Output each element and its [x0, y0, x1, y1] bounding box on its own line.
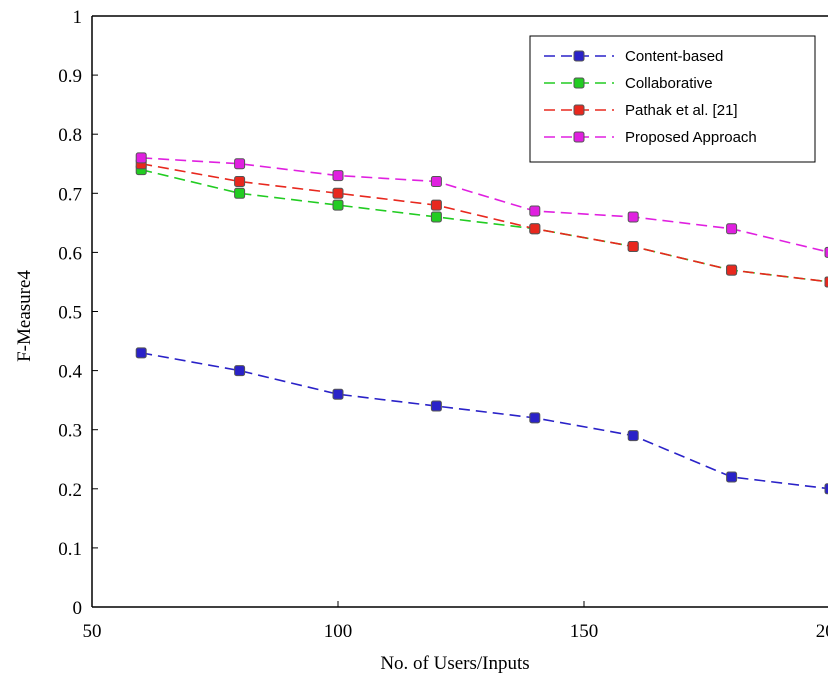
x-tick-label: 50: [83, 621, 102, 642]
y-tick-label: 1: [73, 7, 83, 28]
series-1: [135, 347, 828, 495]
data-point: [726, 471, 738, 483]
y-tick-label: 0.4: [58, 362, 82, 383]
x-tick-label: 150: [570, 621, 599, 642]
series-4: [135, 152, 828, 258]
y-tick-label: 0.3: [58, 421, 82, 442]
data-point: [529, 205, 541, 217]
x-tick-label: 200: [816, 621, 828, 642]
data-point: [332, 187, 344, 199]
legend: Content-based Collaborative Pathak et al. …: [529, 35, 816, 163]
y-tick-label: 0.9: [58, 66, 82, 87]
legend-entry: Collaborative: [544, 75, 713, 92]
series-line: [141, 352, 828, 490]
data-point: [627, 211, 639, 223]
y-tick-label: 0.5: [58, 303, 82, 324]
data-point: [529, 412, 541, 424]
data-point: [135, 152, 147, 164]
legend-marker: [573, 77, 585, 89]
data-point: [529, 223, 541, 235]
data-point: [726, 264, 738, 276]
data-point: [430, 175, 442, 187]
data-point: [234, 175, 246, 187]
axis-ticks: 00.10.20.30.40.50.60.70.80.9150100150200: [58, 7, 828, 642]
y-tick-label: 0.1: [58, 539, 82, 560]
legend-label: Proposed Approach: [625, 129, 757, 146]
data-point: [234, 187, 246, 199]
data-point: [332, 170, 344, 182]
legend-label: Collaborative: [625, 75, 713, 92]
legend-entry: Proposed Approach: [544, 129, 757, 146]
data-point: [234, 365, 246, 377]
x-tick-label: 100: [324, 621, 353, 642]
data-point: [234, 158, 246, 170]
series-line: [141, 162, 828, 283]
data-point: [726, 223, 738, 235]
legend-label: Content-based: [625, 48, 723, 65]
data-point: [135, 347, 147, 359]
legend-entry: Content-based: [544, 48, 723, 65]
data-point: [627, 430, 639, 442]
data-point: [430, 400, 442, 412]
data-point: [332, 388, 344, 400]
legend-marker: [573, 50, 585, 62]
data-point: [824, 246, 828, 258]
legend-label: Pathak et al. [21]: [625, 102, 738, 119]
series-3: [135, 158, 828, 288]
legend-marker: [573, 104, 585, 116]
y-tick-label: 0.8: [58, 125, 82, 146]
series-line: [141, 157, 828, 253]
series-layer: [135, 152, 828, 495]
data-point: [430, 199, 442, 211]
y-tick-label: 0.2: [58, 480, 82, 501]
data-point: [824, 276, 828, 288]
legend-marker: [573, 131, 585, 143]
x-axis-title: No. of Users/Inputs: [380, 653, 529, 674]
data-point: [332, 199, 344, 211]
y-tick-label: 0.6: [58, 243, 82, 264]
y-tick-label: 0: [73, 598, 83, 619]
y-axis-title: F-Measure4: [14, 270, 35, 362]
data-point: [430, 211, 442, 223]
y-tick-label: 0.7: [58, 184, 82, 205]
legend-entry: Pathak et al. [21]: [544, 102, 738, 119]
data-point: [627, 240, 639, 252]
data-point: [824, 483, 828, 495]
